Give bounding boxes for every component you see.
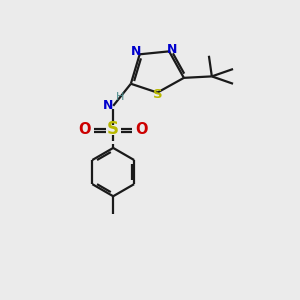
Text: N: N xyxy=(103,99,113,112)
Text: O: O xyxy=(136,122,148,137)
Text: O: O xyxy=(78,122,91,137)
Text: H: H xyxy=(116,92,124,102)
Text: S: S xyxy=(107,120,119,138)
Text: N: N xyxy=(167,43,177,56)
Text: S: S xyxy=(152,88,162,101)
Text: N: N xyxy=(131,45,141,58)
